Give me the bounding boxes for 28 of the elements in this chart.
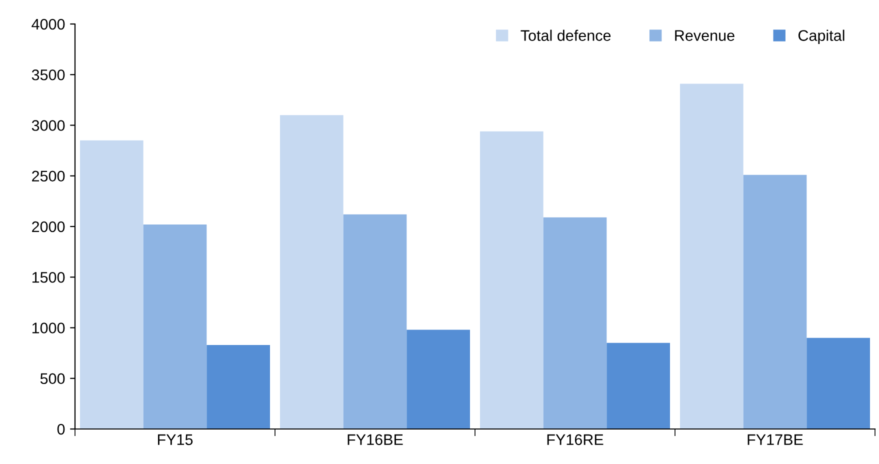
bar — [280, 115, 344, 429]
y-tick-label: 0 — [57, 424, 65, 435]
y-tick-label: 500 — [40, 373, 65, 384]
y-tick-label: 3000 — [32, 120, 65, 131]
bar — [406, 330, 470, 429]
bar — [143, 224, 207, 429]
bar — [80, 140, 144, 429]
x-tick-label: FY16RE — [547, 434, 604, 446]
bar — [606, 342, 670, 429]
y-tick-label: 2500 — [32, 170, 65, 182]
y-tick-label: 3500 — [32, 69, 65, 80]
legend-label: Capital — [798, 30, 844, 44]
bar — [480, 131, 544, 429]
bar — [680, 84, 744, 429]
bar — [343, 214, 407, 429]
bar — [806, 338, 870, 429]
x-tick-label: FY17BE — [748, 434, 803, 445]
bar — [743, 174, 807, 429]
legend-label: Revenue — [675, 30, 734, 41]
x-tick-label: FY16BE — [348, 434, 403, 446]
x-tick-label: FY15 — [158, 434, 193, 446]
y-tick-label: 1500 — [32, 272, 65, 283]
y-tick-label: 4000 — [32, 18, 65, 30]
y-tick-label: 2000 — [32, 221, 65, 232]
bar — [206, 344, 270, 429]
y-tick-label: 1000 — [32, 322, 65, 334]
bar — [543, 217, 607, 429]
legend-label: Total defence — [520, 30, 611, 41]
